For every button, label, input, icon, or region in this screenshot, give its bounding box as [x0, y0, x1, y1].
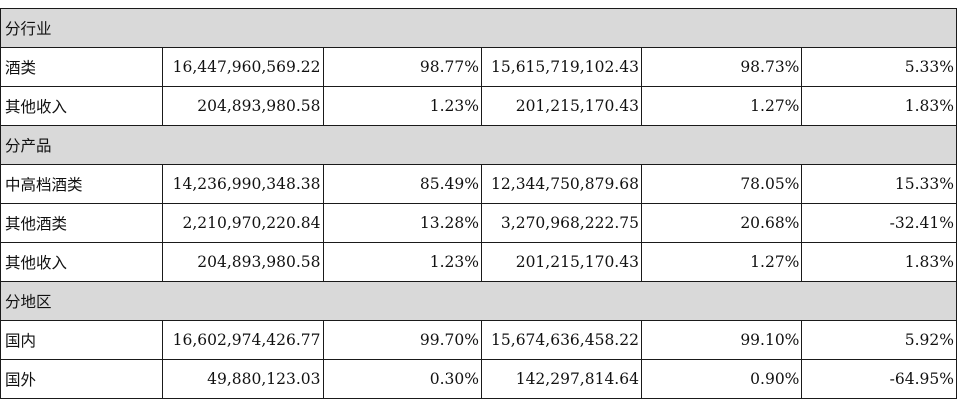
table-row: 国内 16,602,974,426.77 99.70% 15,674,636,4… [0, 320, 957, 360]
row-label: 酒类 [0, 47, 163, 87]
revenue-breakdown-table-container: 分行业 酒类 16,447,960,569.22 98.77% 15,615,7… [0, 8, 957, 399]
section-title: 分产品 [0, 125, 957, 165]
row-label: 其他收入 [0, 242, 163, 282]
cell-share-previous: 0.90% [640, 359, 803, 399]
cell-amount-previous: 3,270,968,222.75 [481, 203, 642, 243]
cell-change: -32.41% [801, 203, 957, 243]
section-header-row: 分产品 [0, 125, 957, 165]
cell-change: 1.83% [801, 86, 957, 126]
cell-share-current: 99.70% [322, 320, 483, 360]
cell-share-previous: 99.10% [640, 320, 803, 360]
cell-amount-current: 204,893,980.58 [161, 86, 324, 126]
row-label: 国外 [0, 359, 163, 399]
cell-amount-previous: 12,344,750,879.68 [481, 164, 642, 204]
cell-share-current: 85.49% [322, 164, 483, 204]
cell-amount-previous: 201,215,170.43 [481, 86, 642, 126]
cell-amount-previous: 142,297,814.64 [481, 359, 642, 399]
section-header-row: 分地区 [0, 281, 957, 321]
cell-change: 1.83% [801, 242, 957, 282]
section-title: 分行业 [0, 8, 957, 48]
cell-change: 5.33% [801, 47, 957, 87]
cell-share-current: 1.23% [322, 242, 483, 282]
cell-amount-current: 49,880,123.03 [161, 359, 324, 399]
cell-share-current: 98.77% [322, 47, 483, 87]
table-row: 中高档酒类 14,236,990,348.38 85.49% 12,344,75… [0, 164, 957, 204]
cell-amount-current: 16,447,960,569.22 [161, 47, 324, 87]
table-row: 其他酒类 2,210,970,220.84 13.28% 3,270,968,2… [0, 203, 957, 243]
cell-amount-previous: 201,215,170.43 [481, 242, 642, 282]
cell-share-current: 13.28% [322, 203, 483, 243]
row-label: 其他酒类 [0, 203, 163, 243]
cell-amount-previous: 15,674,636,458.22 [481, 320, 642, 360]
row-label: 中高档酒类 [0, 164, 163, 204]
cell-amount-current: 204,893,980.58 [161, 242, 324, 282]
row-label: 国内 [0, 320, 163, 360]
section-title: 分地区 [0, 281, 957, 321]
cell-share-previous: 98.73% [640, 47, 803, 87]
row-label: 其他收入 [0, 86, 163, 126]
section-header-row: 分行业 [0, 8, 957, 48]
table-row: 酒类 16,447,960,569.22 98.77% 15,615,719,1… [0, 47, 957, 87]
table-row: 其他收入 204,893,980.58 1.23% 201,215,170.43… [0, 86, 957, 126]
cell-change: 5.92% [801, 320, 957, 360]
cell-share-previous: 1.27% [640, 242, 803, 282]
table-row: 其他收入 204,893,980.58 1.23% 201,215,170.43… [0, 242, 957, 282]
cell-share-current: 0.30% [322, 359, 483, 399]
cell-share-previous: 20.68% [640, 203, 803, 243]
cell-amount-current: 14,236,990,348.38 [161, 164, 324, 204]
cell-share-previous: 78.05% [640, 164, 803, 204]
cell-share-previous: 1.27% [640, 86, 803, 126]
table-row: 国外 49,880,123.03 0.30% 142,297,814.64 0.… [0, 359, 957, 399]
cell-share-current: 1.23% [322, 86, 483, 126]
cell-change: 15.33% [801, 164, 957, 204]
cell-amount-previous: 15,615,719,102.43 [481, 47, 642, 87]
cell-amount-current: 2,210,970,220.84 [161, 203, 324, 243]
cell-amount-current: 16,602,974,426.77 [161, 320, 324, 360]
cell-change: -64.95% [801, 359, 957, 399]
revenue-breakdown-table: 分行业 酒类 16,447,960,569.22 98.77% 15,615,7… [0, 8, 957, 399]
